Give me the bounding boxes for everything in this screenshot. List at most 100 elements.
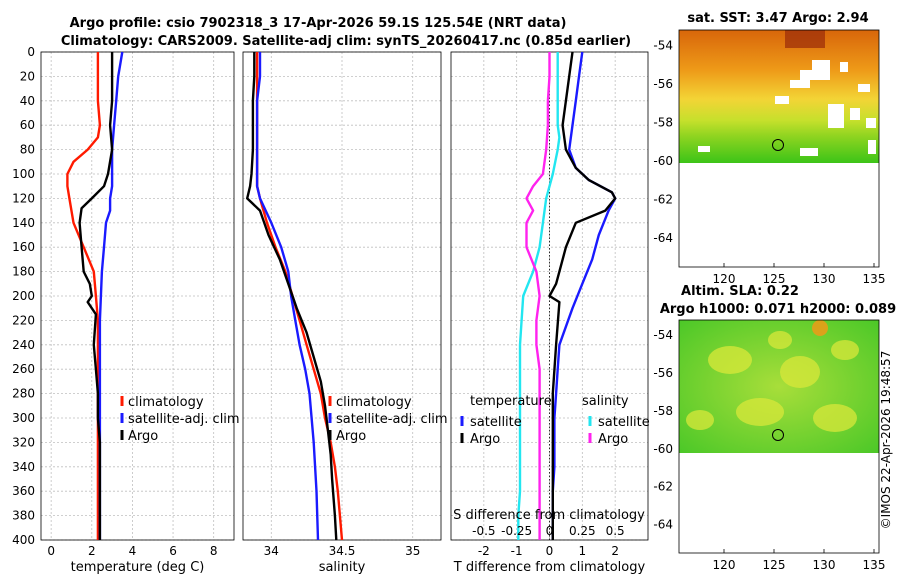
depth-tick-label: 300 bbox=[12, 411, 35, 425]
argo-float-marker-2 bbox=[772, 429, 784, 441]
depth-tick-label: 280 bbox=[12, 387, 35, 401]
s-diff-tick-label: 0.5 bbox=[606, 524, 625, 538]
x-tick-label: 34.5 bbox=[329, 544, 356, 558]
map-lon-label: 130 bbox=[813, 272, 836, 286]
x-tick-label: 8 bbox=[210, 544, 218, 558]
sla-map: 120 125 130 135 -54 -56 -58 -60 -62 -64 bbox=[653, 319, 885, 572]
legend-label: satellite-adj. clim bbox=[336, 412, 448, 427]
depth-tick-label: 320 bbox=[12, 435, 35, 449]
series-s-argo bbox=[525, 52, 551, 540]
depth-tick-label: 380 bbox=[12, 509, 35, 523]
sst-empty-area bbox=[679, 163, 879, 267]
map-lat-label: -64 bbox=[653, 231, 673, 245]
depth-tick-label: 20 bbox=[20, 69, 35, 83]
map-lat-label: -54 bbox=[653, 328, 673, 342]
difference-panel: -2 -1 0 1 2 T difference from climatology temp… bbox=[450, 51, 650, 575]
map-lat-label: -60 bbox=[653, 442, 673, 456]
argo-float-marker bbox=[772, 139, 784, 151]
legend-label: climatology bbox=[336, 395, 412, 410]
sst-missing-pixels bbox=[698, 60, 876, 156]
legend-label: satellite bbox=[470, 415, 522, 430]
series-climatology bbox=[66, 52, 102, 540]
series-satellite-adj-clim bbox=[255, 52, 320, 541]
title-line-2: Climatology: CARS2009. Satellite-adj cli… bbox=[61, 34, 631, 49]
depth-tick-label: 60 bbox=[20, 118, 35, 132]
map-lat-label: -60 bbox=[653, 154, 673, 168]
x-tick-label: 2 bbox=[88, 544, 96, 558]
legend-label: satellite bbox=[598, 415, 650, 430]
x-tick-label: 1 bbox=[579, 544, 587, 558]
axes-frame bbox=[40, 51, 235, 541]
sla-high-patches bbox=[686, 331, 859, 432]
legend-label: Argo bbox=[470, 432, 500, 447]
legend-label: Argo bbox=[598, 432, 628, 447]
map-lon-label: 120 bbox=[713, 558, 736, 572]
series-s-satellite bbox=[517, 52, 561, 540]
x-axis-label: salinity bbox=[319, 560, 366, 575]
series-t-satellite bbox=[551, 51, 617, 540]
depth-tick-label: 360 bbox=[12, 484, 35, 498]
depth-tick-label: 0 bbox=[27, 45, 35, 59]
sst-warm-patch bbox=[785, 30, 825, 48]
map-lat-label: -56 bbox=[653, 366, 673, 380]
map-lat-label: -56 bbox=[653, 77, 673, 91]
map-lat-label: -54 bbox=[653, 38, 673, 52]
x-tick-label: 2 bbox=[611, 544, 619, 558]
x-axis-label: T difference from climatology bbox=[453, 560, 646, 575]
x-axis-label: temperature (deg C) bbox=[71, 560, 205, 575]
map-lat-label: -58 bbox=[653, 115, 673, 129]
depth-tick-label: 200 bbox=[12, 289, 35, 303]
series-argo bbox=[245, 52, 338, 541]
depth-tick-label: 140 bbox=[12, 216, 35, 230]
map-lat-label: -58 bbox=[653, 404, 673, 418]
depth-tick-label: 80 bbox=[20, 143, 35, 157]
series-argo bbox=[78, 52, 114, 540]
depth-tick-label: 340 bbox=[12, 460, 35, 474]
map-lon-label: 130 bbox=[813, 558, 836, 572]
s-diff-tick-label: 0 bbox=[546, 524, 554, 538]
map-lat-label: -62 bbox=[653, 193, 673, 207]
sla-map-title-1: Altim. SLA: 0.22 bbox=[681, 284, 799, 299]
sst-map-title: sat. SST: 3.47 Argo: 2.94 bbox=[687, 11, 868, 26]
x-tick-label: 0 bbox=[47, 544, 55, 558]
depth-tick-label: 120 bbox=[12, 191, 35, 205]
x-tick-label: 4 bbox=[129, 544, 137, 558]
sla-empty-area bbox=[679, 453, 879, 553]
depth-tick-label: 260 bbox=[12, 362, 35, 376]
depth-tick-label: 220 bbox=[12, 313, 35, 327]
depth-tick-label: 240 bbox=[12, 338, 35, 352]
x-tick-label: -2 bbox=[478, 544, 490, 558]
legend-label: Argo bbox=[336, 429, 366, 444]
sst-map: 120 125 130 135 -54 -56 -58 -60 -62 -64 bbox=[653, 29, 886, 286]
legend-label: climatology bbox=[128, 395, 204, 410]
depth-tick-label: 40 bbox=[20, 94, 35, 108]
title-line-1: Argo profile: csio 7902318_3 17-Apr-2026… bbox=[70, 16, 567, 31]
sla-map-title-2: Argo h1000: 0.071 h2000: 0.089 bbox=[660, 302, 896, 317]
legend-label: satellite-adj. clim bbox=[128, 412, 240, 427]
depth-tick-label: 180 bbox=[12, 265, 35, 279]
s-diff-tick-label: -0.25 bbox=[501, 524, 532, 538]
sla-peak bbox=[812, 320, 828, 336]
map-lon-label: 135 bbox=[863, 272, 886, 286]
x-tick-label: 6 bbox=[169, 544, 177, 558]
map-lat-label: -64 bbox=[653, 518, 673, 532]
depth-tick-label: 400 bbox=[12, 533, 35, 547]
s-diff-tick-label: -0.5 bbox=[472, 524, 495, 538]
map-lat-label: -62 bbox=[653, 480, 673, 494]
map-lon-label: 125 bbox=[763, 272, 786, 286]
imos-stamp: ©IMOS 22-Apr-2026 19:48:57 bbox=[879, 351, 893, 530]
map-lon-label: 120 bbox=[713, 272, 736, 286]
s-diff-axis-label: S difference from climatology bbox=[453, 508, 645, 523]
temperature-panel: 0204060801001201401601802002202402602803… bbox=[12, 45, 240, 575]
legend-title-temperature: temperature bbox=[470, 394, 552, 409]
x-tick-label: 35 bbox=[405, 544, 420, 558]
x-tick-label: 0 bbox=[546, 544, 554, 558]
s-diff-tick-label: 0.25 bbox=[569, 524, 596, 538]
depth-tick-label: 160 bbox=[12, 240, 35, 254]
series-t-argo bbox=[548, 51, 617, 540]
x-tick-label: -1 bbox=[511, 544, 523, 558]
map-lon-label: 125 bbox=[763, 558, 786, 572]
legend-title-salinity: salinity bbox=[582, 394, 629, 409]
salinity-panel: 34 34.5 35 salinity climatology satellite-adj… bbox=[242, 51, 448, 575]
